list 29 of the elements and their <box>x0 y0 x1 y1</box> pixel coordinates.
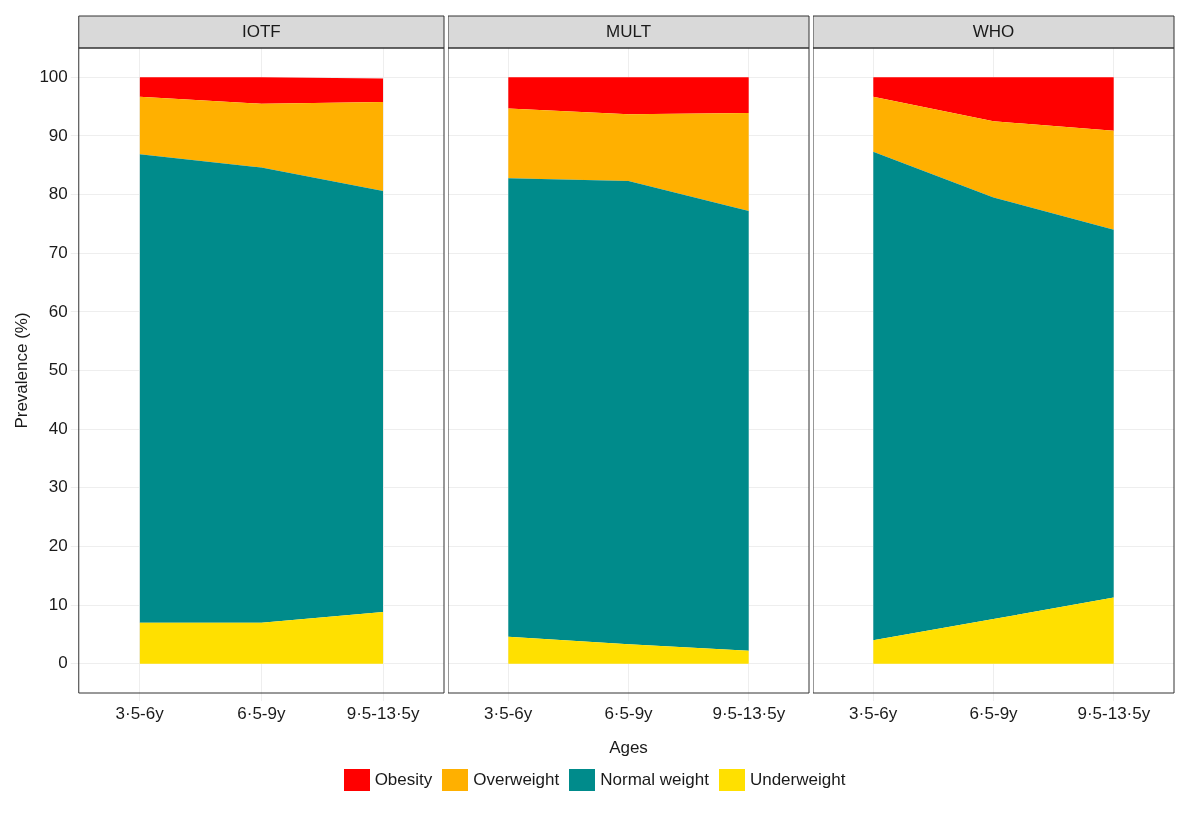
y-tick-label: 70 <box>48 242 68 262</box>
y-tick-label: 0 <box>58 653 68 673</box>
y-tick-label: 80 <box>48 184 68 204</box>
x-tick-label: 9·5-13·5y <box>1077 703 1151 723</box>
x-tick-label: 3·5-6y <box>115 703 165 723</box>
y-axis-title: Prevalence (%) <box>11 312 31 429</box>
legend-label: Underweight <box>749 770 846 790</box>
legend-label: Obesity <box>374 770 433 790</box>
x-axis-title: Ages <box>609 738 648 758</box>
chart-title: MULT <box>605 21 652 41</box>
y-tick-label: 10 <box>48 594 68 614</box>
y-tick-label: 20 <box>48 536 68 556</box>
x-tick-label: 3·5-6y <box>484 703 533 723</box>
legend-label: Normal weight <box>600 770 709 790</box>
x-tick-label: 6·5-9y <box>604 703 654 723</box>
y-tick-label: 50 <box>48 360 68 380</box>
y-tick-label: 30 <box>48 477 68 497</box>
chart-title: IOTF <box>242 21 281 41</box>
y-tick-label: 90 <box>48 125 68 145</box>
legend-label: Overweight <box>473 770 560 790</box>
x-tick-label: 9·5-13·5y <box>712 703 786 723</box>
x-tick-label: 6·5-9y <box>969 703 1019 723</box>
x-tick-label: 9·5-13·5y <box>346 703 420 723</box>
chart-title: WHO <box>972 21 1015 41</box>
y-tick-label: 60 <box>48 301 68 321</box>
x-tick-label: 6·5-9y <box>237 703 286 723</box>
y-tick-label: 40 <box>48 418 68 438</box>
x-tick-label: 3·5-6y <box>849 703 898 723</box>
y-tick-label: 100 <box>39 67 68 87</box>
